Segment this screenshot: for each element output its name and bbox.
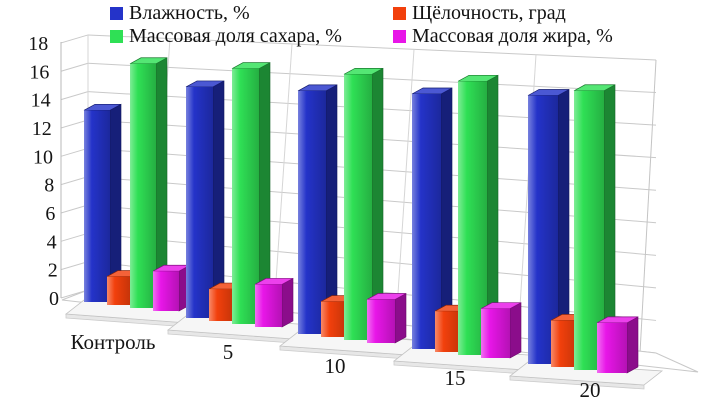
bar-fat-15: [480, 302, 522, 359]
legend-label-sugar: Массовая доля сахара, %: [129, 25, 342, 47]
bar-sugar-5: [231, 62, 271, 325]
legend-item-sugar: Массовая доля сахара, %: [110, 25, 342, 47]
y-tick-0: 0: [49, 288, 59, 310]
bar-sugar-10: [343, 67, 384, 341]
x-axis-labels: Контроль 5 10 15 20: [71, 330, 601, 402]
legend-item-fat: Массовая доля жира, %: [393, 25, 613, 47]
x-tick-Контроль: Контроль: [71, 330, 156, 354]
legend-label-moisture: Влажность, %: [129, 2, 250, 24]
x-tick-20: 20: [580, 378, 601, 402]
y-tick-18: 18: [28, 33, 48, 55]
bar-moisture-15: [411, 87, 453, 350]
x-tick-15: 15: [445, 366, 466, 390]
bar-fat-20: [596, 316, 639, 374]
bar-moisture-5: [185, 80, 225, 319]
y-tick-2: 2: [48, 260, 58, 282]
legend-swatch-sugar-icon: [110, 29, 123, 43]
chart-bars: [83, 57, 639, 374]
legend-item-moisture: Влажность, %: [110, 2, 250, 24]
legend-item-alkalinity: Щёлочность, град: [393, 2, 566, 24]
chart-legend: Влажность, % Щёлочность, град Массовая д…: [0, 0, 723, 52]
floor-tile-20: [508, 361, 664, 386]
bar-fat-Контроль: [152, 264, 191, 312]
y-tick-4: 4: [47, 231, 57, 253]
legend-swatch-alkalinity-icon: [393, 6, 406, 20]
y-tick-16: 16: [29, 61, 49, 83]
x-tick-5: 5: [223, 340, 234, 364]
y-tick-10: 10: [33, 146, 53, 168]
y-tick-6: 6: [45, 203, 55, 225]
y-tick-8: 8: [44, 175, 54, 197]
legend-swatch-moisture-icon: [110, 6, 123, 20]
bar-fat-10: [366, 293, 407, 344]
x-tick-10: 10: [325, 354, 346, 378]
bar-moisture-10: [297, 84, 338, 335]
legend-swatch-fat-icon: [393, 29, 406, 43]
legend-label-fat: Массовая доля жира, %: [412, 25, 613, 47]
bar-moisture-Контроль: [83, 103, 122, 303]
bar-fat-5: [254, 277, 294, 328]
bar-sugar-20: [573, 84, 616, 371]
y-tick-12: 12: [32, 118, 52, 140]
bar-sugar-Контроль: [129, 57, 168, 309]
legend-label-alkalinity: Щёлочность, град: [412, 2, 566, 24]
y-tick-14: 14: [31, 90, 51, 112]
y-axis-labels: 0 2 4 6 8 10 12 14 16 18: [28, 33, 59, 310]
